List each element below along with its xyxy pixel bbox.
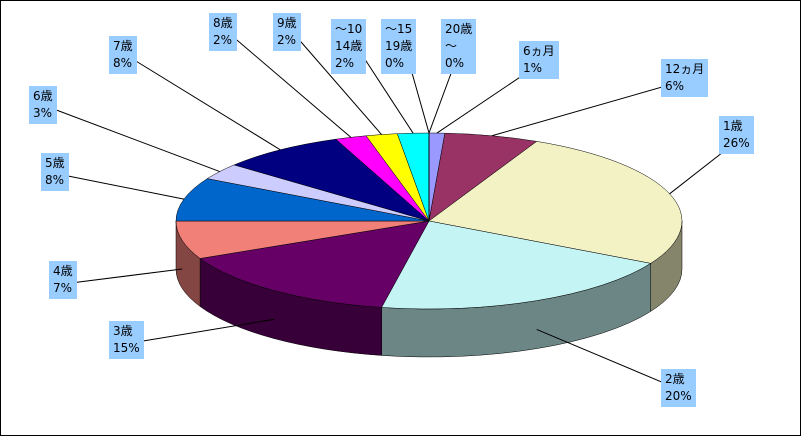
value-label: 15% xyxy=(113,341,140,355)
category-label: ～10 14歳 xyxy=(335,22,363,53)
value-label: 2% xyxy=(213,33,233,47)
category-label: ～15 19歳 xyxy=(385,22,413,53)
category-label: 3歳 xyxy=(113,324,133,338)
value-label: 6% xyxy=(665,79,685,93)
value-label: 8% xyxy=(113,56,133,70)
leader-line xyxy=(491,80,684,137)
slice xyxy=(175,220,430,259)
leader-line xyxy=(130,318,275,344)
category-label: 5歳 xyxy=(45,156,65,170)
data-label: 12ヵ月 6% xyxy=(661,59,709,97)
value-label: 0% xyxy=(385,56,405,70)
category-label: 6ヵ月 xyxy=(523,44,555,58)
category-label: 4歳 xyxy=(53,264,73,278)
data-label: 5歳 8% xyxy=(41,153,69,191)
category-label: 9歳 xyxy=(277,16,297,30)
value-label: 20% xyxy=(665,389,692,403)
category-label: 8歳 xyxy=(213,16,233,30)
category-label: 6歳 xyxy=(33,89,53,103)
value-label: 7% xyxy=(53,281,73,295)
data-label: 4歳 7% xyxy=(49,261,77,299)
leader-line xyxy=(50,107,220,173)
slice xyxy=(199,220,430,308)
value-label: 8% xyxy=(45,173,65,187)
value-label: 1% xyxy=(523,61,543,75)
data-label: 8歳 2% xyxy=(209,13,237,51)
leader-line xyxy=(70,268,183,284)
value-label: 2% xyxy=(335,56,355,70)
value-label: 0% xyxy=(445,56,465,70)
leader-line xyxy=(294,34,382,135)
value-label: 26% xyxy=(723,136,750,150)
data-label: ～10 14歳 2% xyxy=(331,19,367,74)
leader-line xyxy=(536,328,684,392)
category-label: 12ヵ月 xyxy=(665,62,705,76)
data-label: 6歳 3% xyxy=(29,86,57,124)
category-label: 1歳 xyxy=(723,119,743,133)
data-label: 9歳 2% xyxy=(273,13,301,51)
data-label: 20歳 ～ 0% xyxy=(441,19,477,74)
leader-line xyxy=(130,57,281,151)
leader-line xyxy=(62,174,185,200)
value-label: 3% xyxy=(33,106,53,120)
data-label: ～15 19歳 0% xyxy=(381,19,417,74)
slice xyxy=(381,220,652,310)
data-label: 2歳 20% xyxy=(661,369,696,407)
data-label: 6ヵ月 1% xyxy=(519,41,559,79)
value-label: 2% xyxy=(277,33,297,47)
leader-line xyxy=(230,34,352,138)
category-label: 20歳 ～ xyxy=(445,22,473,53)
category-label: 2歳 xyxy=(665,372,685,386)
data-label: 1歳 26% xyxy=(719,116,754,154)
data-label: 3歳 15% xyxy=(109,321,144,359)
slice xyxy=(233,138,430,222)
data-label: 7歳 8% xyxy=(109,36,137,74)
category-label: 7歳 xyxy=(113,39,133,53)
